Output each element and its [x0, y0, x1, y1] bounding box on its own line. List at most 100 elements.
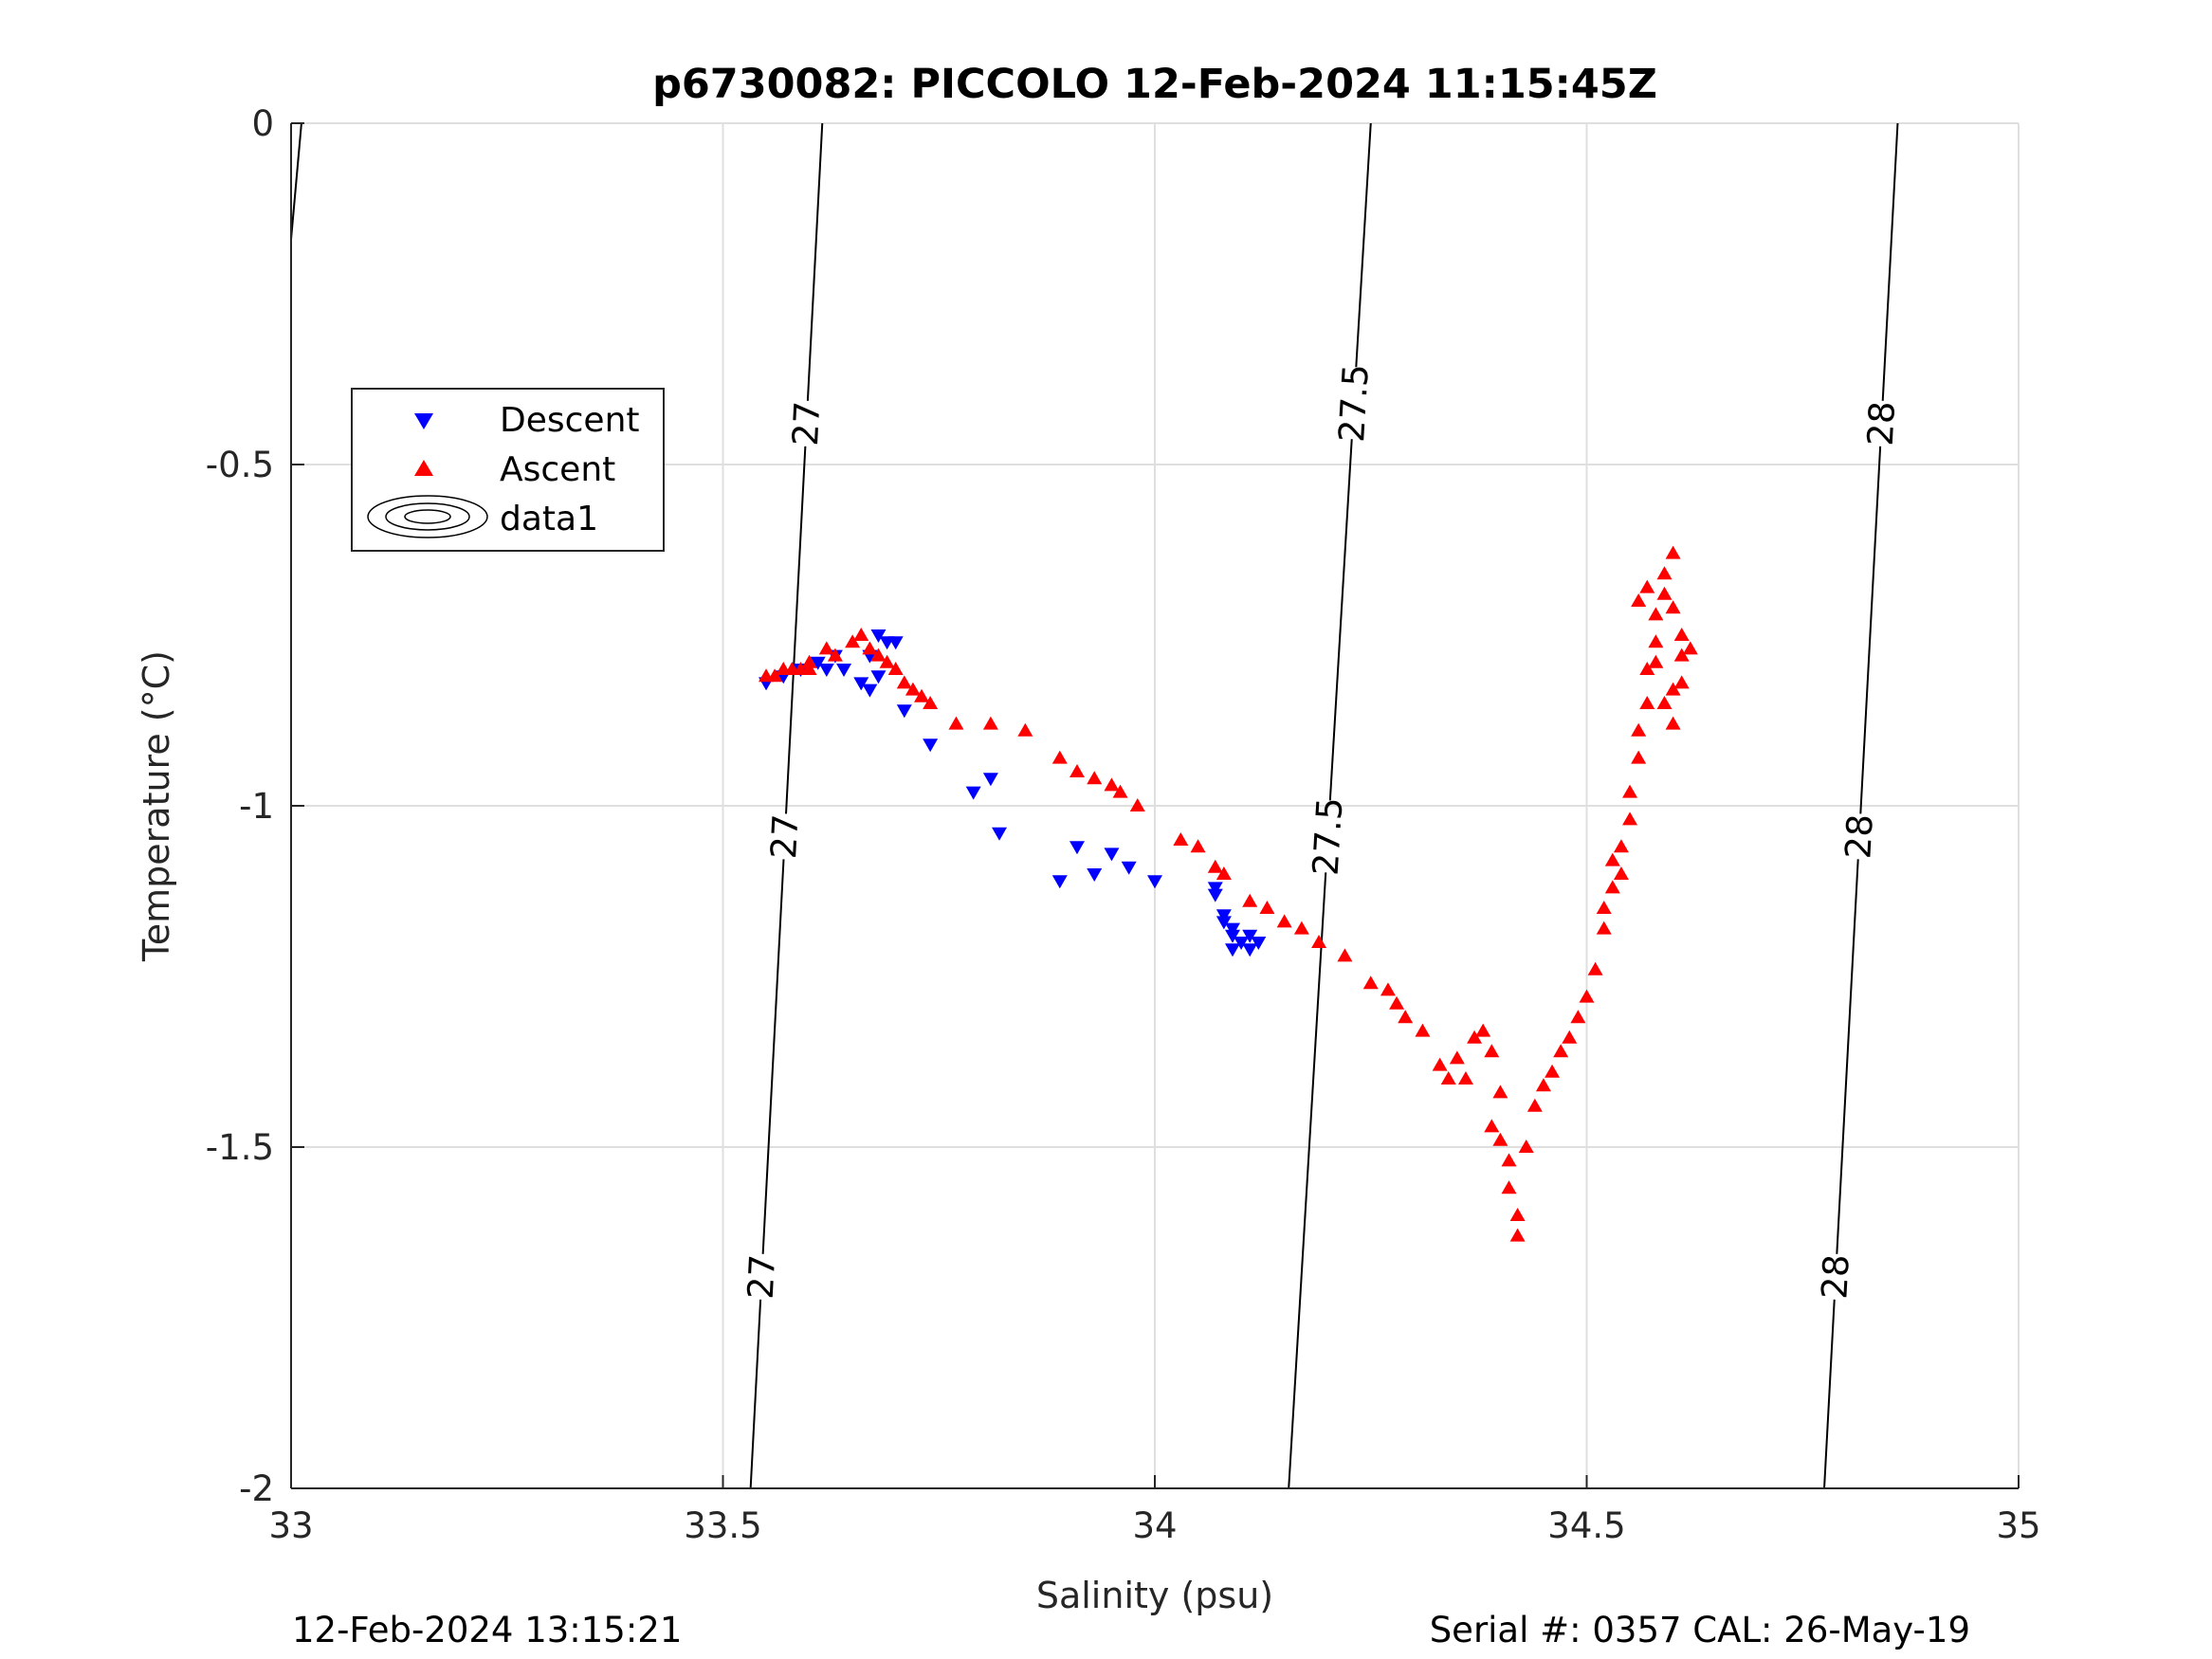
ascent-point: [1112, 784, 1128, 798]
contour-line: [761, 859, 785, 1254]
contour-line: [1836, 859, 1859, 1254]
ascent-point: [1501, 1153, 1517, 1167]
ascent-point: [1518, 1139, 1534, 1153]
ascent-point: [1069, 764, 1086, 777]
ascent-point: [1622, 784, 1638, 798]
ascent-point: [896, 675, 912, 689]
descent-point: [1207, 888, 1223, 902]
ascent-point: [1449, 1050, 1465, 1065]
y-tick-label: -2: [239, 1468, 274, 1509]
ascent-point: [1509, 1228, 1526, 1242]
ascent-point: [1656, 566, 1673, 580]
legend-label-data1: data1: [500, 500, 598, 538]
ascent-point: [1648, 654, 1664, 668]
descent-point: [965, 786, 981, 800]
ascent-point: [1457, 1071, 1473, 1085]
ascent-point: [1656, 586, 1673, 600]
descent-point: [862, 684, 878, 698]
ascent-point: [1190, 839, 1206, 853]
ascent-point: [827, 647, 843, 662]
ascent-point: [1587, 961, 1603, 975]
x-tick-label: 33: [268, 1505, 313, 1546]
ascent-point: [1242, 893, 1258, 907]
ascent-point: [1104, 777, 1120, 792]
descent-point: [1242, 943, 1258, 957]
contour-line: [1881, 122, 1899, 401]
descent-point: [1216, 909, 1232, 923]
descent-point: [1224, 929, 1240, 943]
descent-point: [1051, 875, 1068, 889]
ascent-point: [1492, 1085, 1508, 1099]
ascent-point: [1673, 675, 1690, 689]
contour-line: [1288, 872, 1327, 1489]
ascent-point: [1613, 839, 1629, 853]
descent-point: [1224, 922, 1240, 937]
ascent-point: [1398, 1010, 1414, 1024]
descent-point: [1121, 861, 1137, 875]
descent-point: [818, 664, 834, 677]
legend-label-ascent: Ascent: [500, 450, 615, 489]
ascent-point: [887, 662, 904, 675]
contour-label: 27: [763, 813, 806, 860]
footer-timestamp: 12-Feb-2024 13:15:21: [292, 1610, 682, 1650]
contour-label: 28: [1814, 1253, 1856, 1300]
ascent-point: [905, 682, 921, 696]
legend: Descent Ascent data1: [351, 388, 665, 552]
ascent-point: [1648, 634, 1664, 648]
ascent-point: [1129, 798, 1145, 811]
contour-line: [1355, 122, 1372, 368]
ascent-point: [1579, 989, 1595, 1003]
ascent-point: [1216, 866, 1232, 880]
x-axis-label: Salinity (psu): [1036, 1575, 1273, 1616]
ascent-point: [1526, 1098, 1543, 1112]
y-tick-label: -1.5: [206, 1127, 274, 1168]
contour-line: [1328, 439, 1353, 801]
ascent-point: [1337, 948, 1353, 962]
ascent-point: [845, 634, 861, 648]
ascent-point: [1596, 901, 1612, 914]
ascent-point: [1380, 982, 1396, 996]
descent-series: [759, 629, 1267, 957]
contour-label: 27.5: [1331, 363, 1377, 444]
descent-point: [1251, 937, 1267, 950]
descent-point: [1147, 875, 1162, 889]
descent-point: [870, 670, 887, 684]
descent-point: [1216, 916, 1232, 930]
ascent-point: [1259, 901, 1275, 914]
descent-point: [992, 827, 1008, 841]
descent-point: [1224, 943, 1240, 957]
ascent-point: [1311, 935, 1327, 948]
ascent-point: [801, 654, 817, 668]
ascent-point: [1665, 600, 1681, 614]
descent-point: [982, 773, 998, 787]
ascent-point: [1622, 811, 1638, 826]
ascent-point: [1017, 722, 1033, 737]
contour-line: [290, 122, 302, 240]
ascent-point: [1613, 866, 1629, 880]
ascent-point: [1501, 1180, 1517, 1194]
ascent-point: [1484, 1044, 1500, 1058]
ascent-point: [1639, 696, 1655, 709]
ascent-point: [1051, 750, 1068, 764]
descent-point: [1242, 929, 1258, 943]
ascent-series: [759, 545, 1698, 1242]
descent-point: [923, 738, 939, 753]
contour-line: [806, 122, 824, 401]
ascent-point: [1535, 1078, 1551, 1092]
ascent-point: [1604, 880, 1620, 894]
y-axis-label: Temperature (°C): [136, 650, 177, 962]
ascent-point: [1087, 771, 1103, 785]
descent-point: [836, 664, 852, 677]
y-tick-label: -0.5: [206, 445, 274, 485]
ascent-point: [1639, 579, 1655, 593]
ascent-point: [1656, 696, 1673, 709]
legend-marker-ascent: [414, 460, 433, 476]
ascent-point: [1596, 921, 1612, 935]
y-tick-label: 0: [251, 103, 274, 144]
contour-line: [1859, 446, 1882, 814]
ascent-point: [982, 716, 998, 730]
ascent-point: [1673, 628, 1690, 641]
ascent-point: [1484, 1119, 1500, 1133]
contour-label: 27.5: [1306, 796, 1351, 877]
ascent-point: [1293, 921, 1309, 935]
